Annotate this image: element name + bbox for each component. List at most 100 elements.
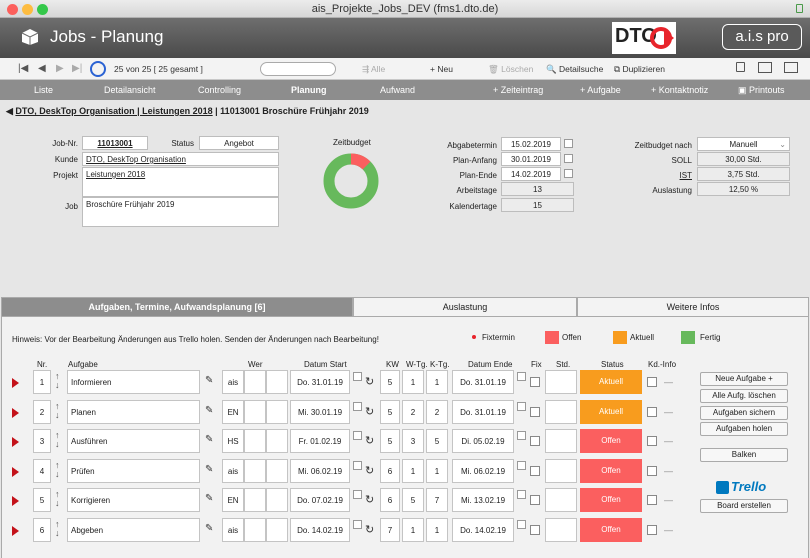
ist-link[interactable]: IST <box>679 171 692 180</box>
nav-liste[interactable]: Liste <box>34 85 54 95</box>
anfang-field[interactable]: 30.01.2019 <box>501 152 561 166</box>
kd-info-checkbox[interactable] <box>647 377 657 387</box>
row-expand-icon[interactable] <box>12 496 19 506</box>
breadcrumb-link[interactable]: DTO, DeskTop Organisation | Leistungen 2… <box>15 106 213 116</box>
delete-all-tasks-button[interactable]: Alle Aufg. löschen <box>700 389 788 403</box>
task-wer-3[interactable] <box>266 488 288 512</box>
refresh-icon[interactable]: ↻ <box>365 494 375 506</box>
task-ende[interactable]: Do. 31.01.19 <box>452 370 514 394</box>
fix-checkbox[interactable] <box>530 406 540 417</box>
kd-info-checkbox[interactable] <box>647 465 657 476</box>
task-std[interactable] <box>545 458 577 483</box>
refresh-icon[interactable]: ↻ <box>365 435 375 447</box>
row-expand-icon[interactable] <box>12 525 19 536</box>
task-ende[interactable]: Mi. 06.02.19 <box>452 458 514 483</box>
task-aufgabe[interactable]: Abgeben <box>67 517 200 542</box>
calendar-icon[interactable] <box>517 460 526 470</box>
refresh-icon[interactable]: ↻ <box>365 464 375 477</box>
row-expand-icon[interactable] <box>12 437 19 447</box>
task-ende[interactable]: Di. 05.02.19 <box>452 429 514 453</box>
nav-kontaktnotiz[interactable]: + Kontaktnotiz <box>651 85 709 95</box>
calendar-icon[interactable] <box>353 490 362 499</box>
task-ktg[interactable]: 7 <box>426 488 448 512</box>
task-wtg[interactable]: 3 <box>402 429 424 453</box>
task-aufgabe[interactable]: Planen <box>67 399 200 424</box>
edit-pencil-icon[interactable]: ✎ <box>205 375 214 386</box>
task-aufgabe[interactable]: Ausführen <box>67 429 200 453</box>
prev-record-icon[interactable]: ◀ <box>38 63 46 74</box>
task-wer-2[interactable] <box>244 399 266 424</box>
calendar-icon[interactable] <box>353 401 362 411</box>
task-start[interactable]: Mi. 30.01.19 <box>290 399 350 424</box>
new-task-button[interactable]: Neue Aufgabe + <box>700 372 788 386</box>
edit-pencil-icon[interactable]: ✎ <box>205 434 214 445</box>
task-std[interactable] <box>545 429 577 453</box>
task-aufgabe[interactable]: Prüfen <box>67 458 200 483</box>
board-create-button[interactable]: Board erstellen <box>700 499 788 513</box>
tab-aufgaben[interactable]: Aufgaben, Termine, Aufwandsplanung [6] <box>1 297 353 317</box>
nav-aufgabe[interactable]: + Aufgabe <box>580 85 621 95</box>
edit-pencil-icon[interactable]: ✎ <box>205 493 214 504</box>
refresh-icon[interactable]: ↻ <box>365 405 375 418</box>
zoom-window-icon[interactable] <box>37 4 48 15</box>
fix-checkbox[interactable] <box>530 436 540 446</box>
first-record-icon[interactable]: |◀ <box>18 63 29 74</box>
row-expand-icon[interactable] <box>12 466 19 477</box>
task-wer-2[interactable] <box>244 517 266 542</box>
task-wer-2[interactable] <box>244 458 266 483</box>
calendar-icon[interactable] <box>353 519 362 529</box>
task-start[interactable]: Do. 07.02.19 <box>290 488 350 512</box>
move-arrows-icon[interactable]: ↑ ↓ <box>55 518 60 538</box>
fix-checkbox[interactable] <box>530 495 540 505</box>
task-status-badge[interactable]: Aktuell <box>580 370 642 394</box>
calendar-icon[interactable] <box>517 490 526 499</box>
tab-auslastung[interactable]: Auslastung <box>353 297 577 317</box>
kd-info-checkbox[interactable] <box>647 406 657 417</box>
task-ende[interactable]: Do. 14.02.19 <box>452 517 514 542</box>
fetch-tasks-button[interactable]: Aufgaben holen <box>700 422 788 436</box>
close-window-icon[interactable] <box>7 4 18 15</box>
edit-pencil-icon[interactable]: ✎ <box>205 404 214 416</box>
last-record-icon[interactable]: ▶| <box>72 63 83 74</box>
task-aufgabe[interactable]: Korrigieren <box>67 488 200 512</box>
task-ktg[interactable]: 1 <box>426 370 448 394</box>
task-wer-2[interactable] <box>244 488 266 512</box>
layout-icon[interactable] <box>784 62 798 73</box>
task-status-badge[interactable]: Offen <box>580 458 642 483</box>
fix-checkbox[interactable] <box>530 377 540 387</box>
task-start[interactable]: Do. 31.01.19 <box>290 370 350 394</box>
save-tasks-button[interactable]: Aufgaben sichern <box>700 406 788 420</box>
fix-checkbox[interactable] <box>530 465 540 476</box>
jobnr-field[interactable]: 11013001 <box>82 136 148 150</box>
kunde-field[interactable]: DTO, DeskTop Organisation <box>82 152 279 166</box>
move-arrows-icon[interactable]: ↑ ↓ <box>55 459 60 479</box>
calendar-icon[interactable] <box>517 401 526 411</box>
task-wer-3[interactable] <box>266 517 288 542</box>
task-wtg[interactable]: 1 <box>402 370 424 394</box>
task-ktg[interactable]: 2 <box>426 399 448 424</box>
minimize-window-icon[interactable] <box>22 4 33 15</box>
task-start[interactable]: Mi. 06.02.19 <box>290 458 350 483</box>
task-status-badge[interactable]: Offen <box>580 517 642 542</box>
move-arrows-icon[interactable]: ↑ ↓ <box>55 400 60 420</box>
task-std[interactable] <box>545 399 577 424</box>
task-std[interactable] <box>545 517 577 542</box>
edit-pencil-icon[interactable]: ✎ <box>205 463 214 475</box>
budget-nach-select[interactable]: Manuell ⌄ <box>697 137 790 151</box>
task-wer[interactable]: EN <box>222 399 244 424</box>
task-ktg[interactable]: 1 <box>426 517 448 542</box>
task-wer-3[interactable] <box>266 370 288 394</box>
kd-info-checkbox[interactable] <box>647 436 657 446</box>
duplicate-button[interactable]: ⧉ Duplizieren <box>614 64 665 74</box>
task-status-badge[interactable]: Offen <box>580 429 642 453</box>
task-wer[interactable]: HS <box>222 429 244 453</box>
refresh-icon[interactable]: ↻ <box>365 523 375 536</box>
task-wer[interactable]: ais <box>222 370 244 394</box>
ende-field[interactable]: 14.02.2019 <box>501 167 561 181</box>
task-wer-2[interactable] <box>244 429 266 453</box>
projekt-field[interactable]: Leistungen 2018 <box>82 167 279 197</box>
nav-zeiteintrag[interactable]: + Zeiteintrag <box>493 85 544 95</box>
tab-weitere-infos[interactable]: Weitere Infos <box>577 297 809 317</box>
fix-checkbox[interactable] <box>530 524 540 535</box>
task-ktg[interactable]: 1 <box>426 458 448 483</box>
